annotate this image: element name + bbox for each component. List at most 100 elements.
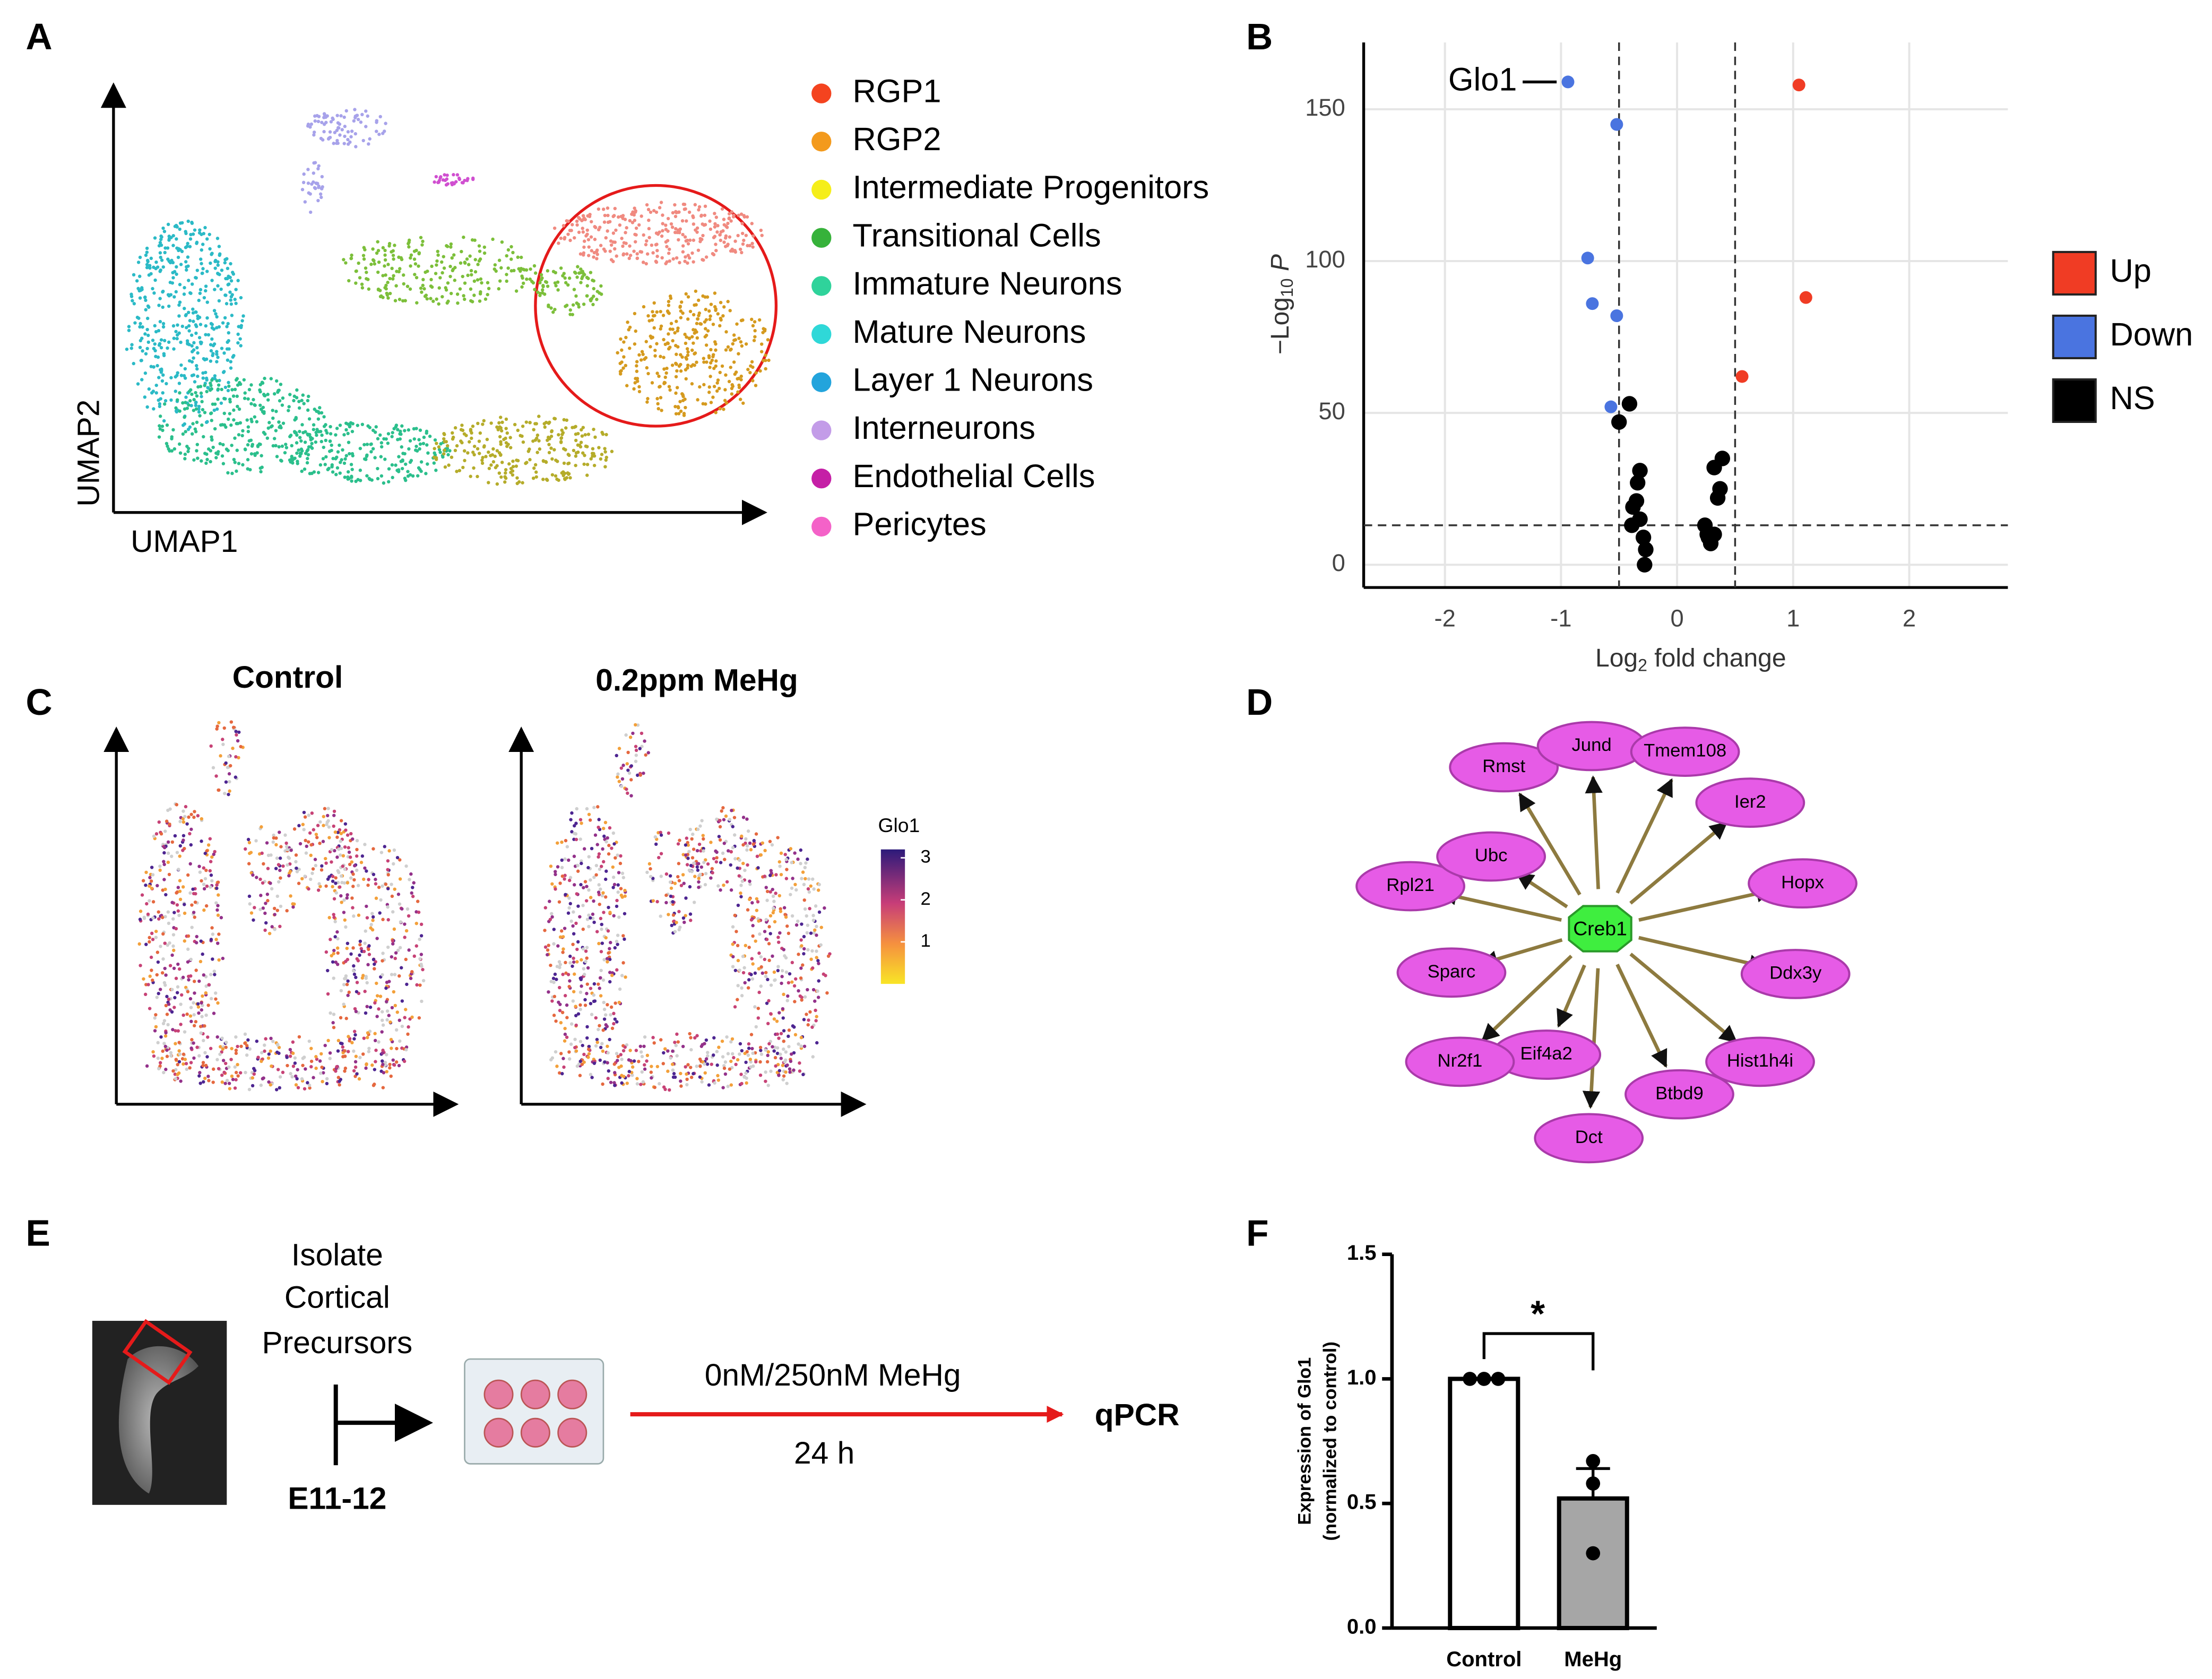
cell-dot [628, 735, 633, 739]
cell-dot [215, 352, 219, 356]
cell-dot [174, 223, 178, 228]
cell-dot [620, 974, 624, 977]
cell-dot [736, 1058, 740, 1062]
cell-dot [729, 219, 733, 223]
cell-dot [539, 273, 543, 277]
cell-dot [191, 307, 195, 311]
cell-dot [303, 875, 307, 878]
cell-dot [381, 918, 385, 921]
cell-dot [589, 916, 592, 920]
cell-dot [329, 425, 332, 429]
cell-dot [227, 417, 230, 421]
cell-dot [275, 379, 279, 383]
cell-dot [319, 868, 324, 872]
cell-dot [790, 1052, 793, 1056]
cell-dot [625, 762, 629, 766]
cell-dot [676, 842, 680, 846]
cell-dot [754, 832, 758, 836]
cell-dot [604, 455, 609, 460]
cell-dot [200, 879, 203, 883]
cell-dot [249, 851, 253, 854]
cell-dot [159, 832, 163, 836]
cell-dot [254, 839, 258, 843]
cell-dot [217, 788, 221, 792]
cell-dot [616, 942, 619, 946]
cell-dot [765, 1060, 770, 1064]
cell-dot [148, 1007, 152, 1010]
cell-dot [571, 223, 574, 227]
cell-dot [295, 396, 299, 400]
cell-dot [253, 906, 256, 910]
cell-dot [189, 291, 193, 295]
y-axis-label-part: P [1266, 254, 1294, 271]
cell-dot [449, 242, 453, 246]
cell-dot [201, 243, 205, 246]
cell-dot [420, 964, 424, 968]
cell-dot [162, 353, 166, 358]
cell-dot [421, 967, 425, 972]
cell-dot [188, 1014, 193, 1018]
cell-dot [343, 867, 347, 871]
cell-dot [790, 861, 793, 864]
replicate-point [1586, 1454, 1601, 1468]
cell-dot [556, 865, 560, 869]
cell-dot [586, 254, 591, 257]
cell-dot [482, 445, 486, 449]
cell-dot [404, 1048, 408, 1052]
cell-dot [497, 471, 502, 475]
cell-dot [154, 832, 159, 836]
cell-dot [186, 427, 191, 431]
cell-dot [339, 819, 343, 823]
cell-dot [212, 1011, 216, 1015]
cell-dot [202, 435, 205, 439]
cell-dot [329, 1011, 332, 1015]
cell-dot [597, 941, 601, 946]
panel-label: F [1246, 1212, 1268, 1253]
cell-dot [711, 252, 715, 256]
cell-dot [185, 406, 189, 410]
cell-dot [703, 295, 707, 299]
point [1625, 499, 1641, 515]
cell-dot [566, 911, 571, 915]
cell-dot [550, 473, 555, 477]
cell-dot [162, 419, 166, 423]
cell-dot [400, 999, 404, 1003]
cell-dot [167, 1002, 171, 1006]
gene-label: Rpl21 [1386, 875, 1435, 895]
cell-dot [696, 317, 700, 321]
cell-dot [148, 936, 151, 940]
cell-dot [664, 223, 668, 227]
cell-dot [765, 898, 769, 902]
cell-dot [222, 726, 226, 730]
cell-dot [687, 336, 691, 340]
cell-dot [368, 137, 371, 141]
cell-dot [778, 931, 782, 935]
cell-dot [776, 836, 780, 840]
cell-dot [407, 914, 411, 918]
cell-dot [317, 164, 321, 168]
cell-dot [399, 429, 402, 434]
cell-dot [724, 224, 728, 228]
cell-dot [533, 463, 538, 467]
cell-dot [310, 871, 314, 875]
cell-dot [664, 371, 668, 375]
cell-dot [309, 445, 313, 449]
cell-dot [178, 300, 182, 304]
cell-dot [541, 478, 545, 481]
cell-dot [336, 1038, 340, 1043]
x-axis-label: Log2 fold change [1595, 644, 1786, 675]
cell-dot [234, 775, 238, 779]
cell-dot [571, 426, 574, 429]
cell-dot [383, 457, 387, 461]
cell-dot [753, 320, 757, 324]
cell-dot [303, 467, 307, 471]
cell-dot [284, 845, 289, 849]
legend-swatch [811, 179, 832, 200]
cell-dot [587, 1052, 591, 1056]
cell-dot [414, 921, 418, 925]
cell-dot [692, 1072, 695, 1076]
cell-dot [182, 834, 186, 837]
cell-dot [316, 167, 320, 171]
cell-dot [175, 851, 179, 854]
